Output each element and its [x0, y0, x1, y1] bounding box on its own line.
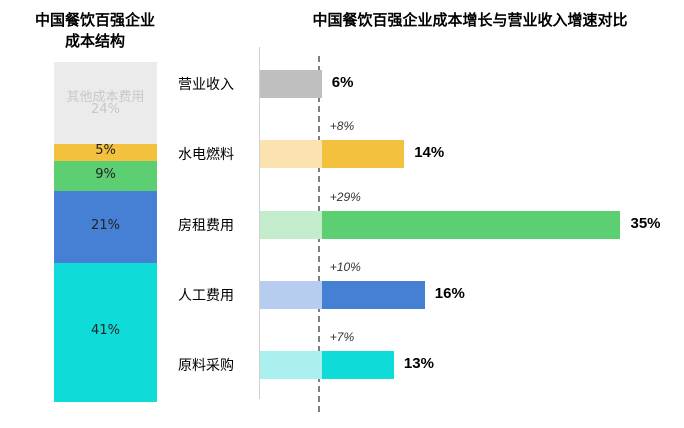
bar-chart-title: 中国餐饮百强企业成本增长与营业收入增速对比 [312, 11, 628, 29]
stack-title-line-1: 中国餐饮百强企业 [34, 11, 155, 29]
stack-segment-人工费用 [54, 191, 157, 263]
bar-value-label: 13% [403, 355, 434, 372]
bar-base-portion [260, 211, 322, 239]
bar-base-portion [260, 140, 322, 168]
growth-difference-label: +29% [329, 190, 361, 204]
stack-title-line-2: 成本结构 [64, 32, 125, 50]
category-label: 原料采购 [178, 358, 234, 374]
bar-value-label: 16% [434, 285, 465, 302]
stack-segment-value-label: 41% [91, 323, 120, 339]
stack-segment-value-label: 5% [95, 143, 116, 159]
bar-value-label: 14% [414, 144, 445, 161]
stack-segment-value-label: 24% [91, 101, 120, 117]
stack-segment-房租费用 [54, 160, 157, 192]
category-label: 房租费用 [178, 218, 234, 234]
stack-segment-name: 其他成本费用 [66, 90, 145, 105]
category-label: 水电燃料 [178, 147, 234, 163]
stack-chart-title: 中国餐饮百强企业 成本结构 [10, 10, 180, 52]
category-label: 营业收入 [178, 77, 234, 93]
bar-excess-portion [321, 351, 394, 379]
bar-value-label: 35% [630, 215, 661, 232]
growth-difference-label: +8% [329, 119, 355, 133]
bar-base-portion [260, 281, 322, 309]
growth-difference-label: +10% [329, 260, 361, 274]
stack-segment-value-label: 9% [95, 166, 116, 182]
bar-base-portion [260, 351, 322, 379]
bar-excess-portion [321, 281, 425, 309]
bar-revenue [260, 70, 322, 98]
stack-segment-其他成本费用 [54, 62, 157, 144]
stack-segment-原料采购 [54, 262, 157, 402]
bar-value-label: 6% [331, 74, 354, 91]
bar-excess-portion [321, 140, 405, 168]
stack-segment-value-label: 21% [91, 217, 120, 233]
growth-difference-label: +7% [329, 330, 355, 344]
category-label: 人工费用 [178, 288, 234, 304]
bar-excess-portion [321, 211, 621, 239]
category-axis-line [259, 47, 260, 399]
stack-segment-水电燃料 [54, 143, 157, 161]
